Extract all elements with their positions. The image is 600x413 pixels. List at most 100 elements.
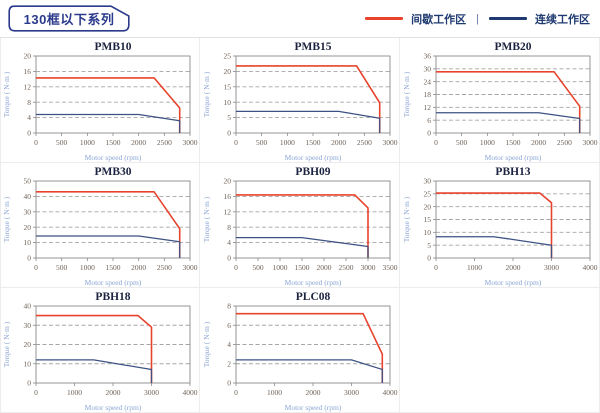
svg-text:PBH13: PBH13 [495,166,530,178]
svg-text:500: 500 [56,138,68,147]
svg-text:0: 0 [227,379,231,388]
svg-text:3500: 3500 [382,263,397,272]
svg-text:1000: 1000 [67,388,82,397]
svg-text:3000: 3000 [144,388,159,397]
svg-text:4: 4 [227,238,231,247]
legend-separator: | [476,12,479,25]
svg-text:20: 20 [24,52,32,61]
svg-text:PMB10: PMB10 [94,41,131,53]
svg-text:Torque ( N·m ): Torque ( N·m ) [202,71,211,117]
svg-text:1000: 1000 [267,388,282,397]
svg-text:Torque ( N·m ): Torque ( N·m ) [202,321,211,367]
svg-text:1000: 1000 [467,263,482,272]
svg-text:1000: 1000 [479,138,494,147]
svg-text:PMB20: PMB20 [494,41,531,53]
svg-text:2000: 2000 [505,263,520,272]
legend-continuous-line-icon [489,17,527,20]
svg-text:PLC08: PLC08 [295,291,330,303]
svg-text:500: 500 [56,263,68,272]
svg-text:0: 0 [234,138,238,147]
chart-canvas-plc08: 0 2 4 6 8 0 1000 2000 3000 4000 PLC08 Motor speed (… [202,291,398,412]
svg-text:0: 0 [27,254,31,263]
svg-text:0: 0 [234,263,238,272]
svg-text:Motor speed (rpm): Motor speed (rpm) [85,403,142,412]
svg-text:15: 15 [423,215,431,224]
svg-text:0: 0 [34,263,38,272]
svg-text:1500: 1500 [106,263,121,272]
svg-text:30: 30 [24,321,32,330]
svg-text:2500: 2500 [356,138,371,147]
svg-text:2500: 2500 [157,263,172,272]
chart-pmb20: 0 6 12 18 24 30 36 0 500 1000 1500 2000 2500 3000 PMB2… [400,38,600,163]
svg-text:1000: 1000 [80,138,95,147]
svg-text:3000: 3000 [382,138,397,147]
svg-text:5: 5 [427,241,431,250]
svg-text:8: 8 [227,302,231,311]
svg-text:Torque ( N·m ): Torque ( N·m ) [402,71,411,117]
svg-text:2000: 2000 [331,138,346,147]
svg-text:2000: 2000 [131,138,146,147]
svg-text:30: 30 [423,177,431,186]
chart-grid: 0 4 8 12 16 20 0 500 1000 1500 2000 2500 3000 PMB10 Mo… [0,38,600,413]
chart-pbh13: 0 5 10 15 20 25 30 0 1000 2000 3000 4000 PBH13 Motor … [400,163,600,288]
title-box-border [8,5,130,32]
svg-text:20: 20 [423,202,431,211]
chart-canvas-pmb10: 0 4 8 12 16 20 0 500 1000 1500 2000 2500 3000 PMB10 Mo… [2,41,198,162]
svg-text:40: 40 [24,192,32,201]
svg-text:25: 25 [223,52,231,61]
svg-text:Torque ( N·m ): Torque ( N·m ) [2,71,11,117]
chart-canvas-pmb20: 0 6 12 18 24 30 36 0 500 1000 1500 2000 2500 3000 PMB2… [402,41,598,162]
svg-text:Torque ( N·m ): Torque ( N·m ) [2,321,11,367]
svg-text:Motor speed (rpm): Motor speed (rpm) [484,278,541,287]
svg-text:8: 8 [227,223,231,232]
svg-text:0: 0 [27,379,31,388]
legend-label-continuous: 连续工作区 [535,13,590,26]
chart-pmb30: 0 10 20 30 40 50 0 500 1000 1500 2000 2500 3000 PMB30… [0,163,200,288]
svg-text:20: 20 [223,67,231,76]
svg-text:8: 8 [27,98,31,107]
chart-canvas-pbh18: 0 10 20 30 40 0 1000 2000 3000 4000 PBH18 Motor spe… [2,291,198,412]
svg-text:10: 10 [423,228,431,237]
svg-text:Motor speed (rpm): Motor speed (rpm) [284,153,341,162]
svg-text:PMB15: PMB15 [294,41,331,53]
svg-text:50: 50 [24,177,32,186]
svg-text:2500: 2500 [556,138,571,147]
svg-text:16: 16 [223,192,231,201]
chart-pmb15: 0 5 10 15 20 25 0 500 1000 1500 2000 2500 3000 PMB15 M… [200,38,400,163]
svg-text:0: 0 [427,129,431,138]
svg-text:4000: 4000 [582,263,597,272]
svg-text:Motor speed (rpm): Motor speed (rpm) [484,153,541,162]
svg-text:500: 500 [256,138,268,147]
svg-text:Motor speed (rpm): Motor speed (rpm) [85,278,142,287]
svg-text:4000: 4000 [382,388,397,397]
svg-text:2000: 2000 [316,263,331,272]
svg-text:20: 20 [24,340,32,349]
svg-text:1500: 1500 [106,138,121,147]
svg-text:10: 10 [223,98,231,107]
chart-canvas-pbh13: 0 5 10 15 20 25 30 0 1000 2000 3000 4000 PBH13 Motor … [402,166,598,287]
svg-text:36: 36 [423,52,431,61]
svg-text:30: 30 [24,207,32,216]
svg-text:Motor speed (rpm): Motor speed (rpm) [85,153,142,162]
svg-text:24: 24 [423,77,431,86]
svg-text:5: 5 [227,113,231,122]
svg-text:3000: 3000 [183,263,198,272]
svg-text:3000: 3000 [183,138,198,147]
svg-text:Torque ( N·m ): Torque ( N·m ) [202,196,211,242]
svg-text:2: 2 [227,359,231,368]
svg-text:0: 0 [234,388,238,397]
svg-text:12: 12 [24,82,32,91]
svg-text:2000: 2000 [106,388,121,397]
svg-text:Torque ( N·m ): Torque ( N·m ) [402,196,411,242]
svg-text:12: 12 [423,103,431,112]
svg-text:4: 4 [27,113,31,122]
svg-text:Motor speed (rpm): Motor speed (rpm) [284,278,341,287]
svg-text:2000: 2000 [531,138,546,147]
svg-text:6: 6 [427,116,431,125]
page-title: 130框以下系列 [23,12,115,27]
svg-text:10: 10 [24,359,32,368]
svg-text:2500: 2500 [157,138,172,147]
svg-text:18: 18 [423,90,431,99]
svg-text:15: 15 [223,82,231,91]
